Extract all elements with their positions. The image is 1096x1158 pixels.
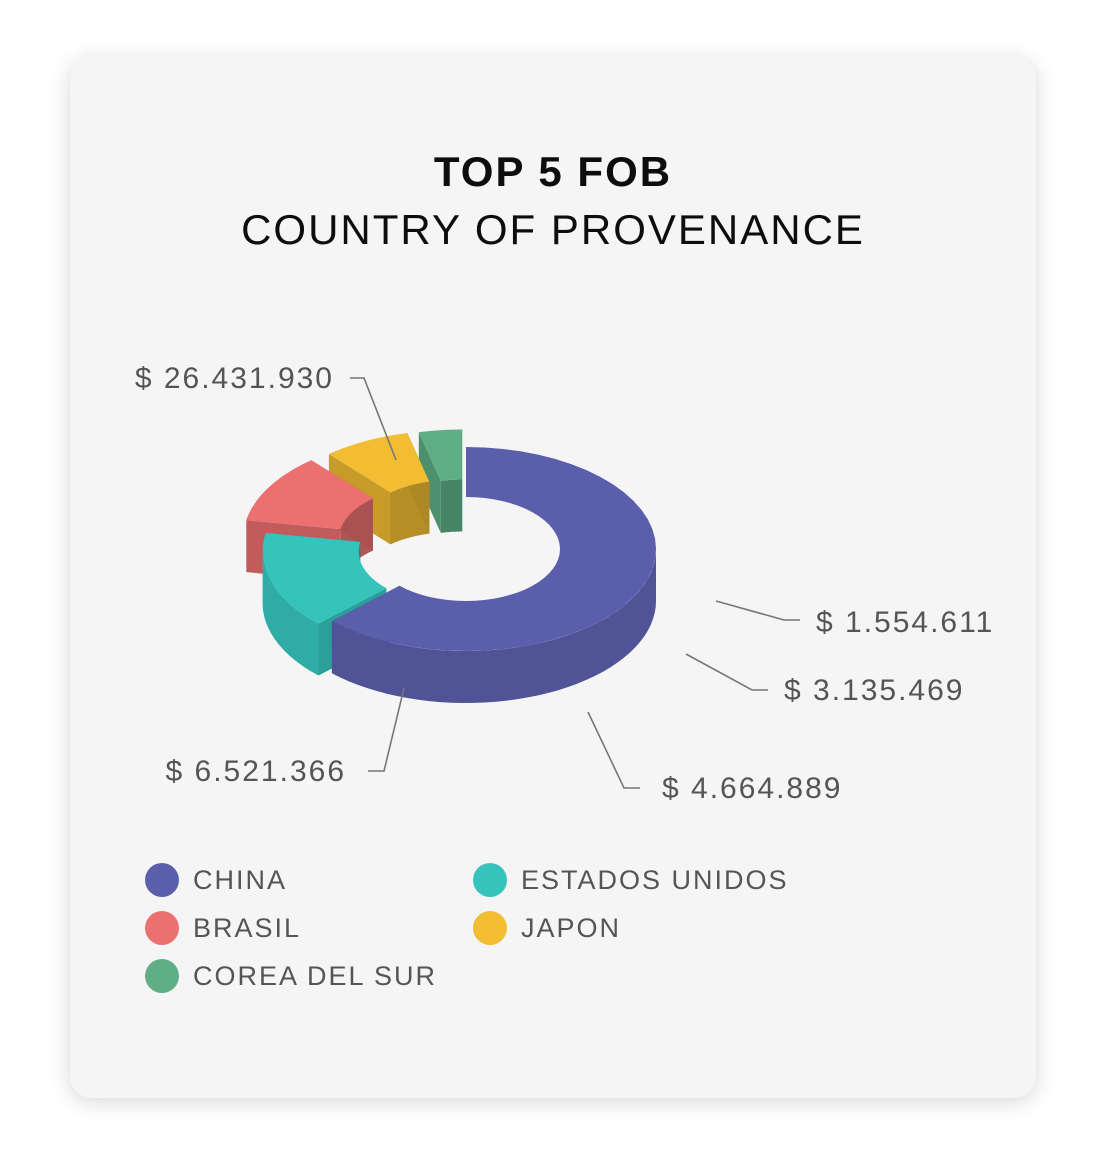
slice-top-face bbox=[418, 429, 463, 481]
legend-swatch bbox=[473, 863, 507, 897]
leader-line-estados-unidos bbox=[368, 687, 405, 772]
slice-inner-wall bbox=[440, 479, 463, 533]
value-label-corea-del-sur: $ 1.554.611 bbox=[816, 606, 994, 639]
legend-item-corea-del-sur[interactable]: COREA DEL SUR bbox=[145, 958, 473, 994]
legend: CHINA ESTADOS UNIDOS BRASIL JAPON COREA DEL … bbox=[145, 862, 825, 994]
legend-swatch bbox=[145, 911, 179, 945]
leader-line-brasil bbox=[587, 711, 640, 789]
legend-item-japon[interactable]: JAPON bbox=[473, 910, 825, 946]
leader-lines-group bbox=[350, 377, 800, 789]
slice-outer-wall bbox=[331, 549, 656, 703]
chart-subtitle: COUNTRY OF PROVENANCE bbox=[241, 206, 865, 253]
legend-item-brasil[interactable]: BRASIL bbox=[145, 910, 473, 946]
legend-item-china[interactable]: CHINA bbox=[145, 862, 473, 898]
legend-item-estados-unidos[interactable]: ESTADOS UNIDOS bbox=[473, 862, 825, 898]
legend-label: BRASIL bbox=[193, 912, 302, 943]
legend-swatch bbox=[145, 863, 179, 897]
slices-group bbox=[246, 429, 656, 703]
legend-label: COREA DEL SUR bbox=[193, 960, 438, 991]
slice-corea-del-sur[interactable] bbox=[418, 429, 463, 533]
slice-top-face bbox=[262, 532, 387, 624]
legend-swatch bbox=[145, 959, 179, 993]
leader-line-china bbox=[350, 377, 397, 461]
legend-label: CHINA bbox=[193, 864, 288, 895]
slice-top-face bbox=[328, 433, 430, 493]
slice-top-face bbox=[246, 460, 373, 530]
slice-outer-wall bbox=[262, 551, 319, 676]
legend-swatch bbox=[473, 911, 507, 945]
value-label-china: $ 26.431.930 bbox=[135, 362, 334, 395]
value-label-estados-unidos: $ 6.521.366 bbox=[166, 755, 346, 788]
slice-china[interactable] bbox=[331, 447, 656, 703]
value-labels-group: $ 26.431.930 $ 6.521.366 $ 4.664.889 $ 3.13… bbox=[135, 362, 994, 805]
value-label-brasil: $ 4.664.889 bbox=[662, 772, 842, 805]
leader-line-corea-del-sur bbox=[715, 600, 800, 621]
legend-label: JAPON bbox=[521, 912, 622, 943]
chart-title: TOP 5 FOB bbox=[433, 148, 673, 195]
slice-top-face bbox=[331, 447, 656, 651]
slice-cut-face bbox=[418, 432, 441, 533]
leader-line-japon bbox=[685, 653, 768, 691]
value-label-japon: $ 3.135.469 bbox=[784, 674, 964, 707]
legend-label: ESTADOS UNIDOS bbox=[521, 864, 789, 895]
